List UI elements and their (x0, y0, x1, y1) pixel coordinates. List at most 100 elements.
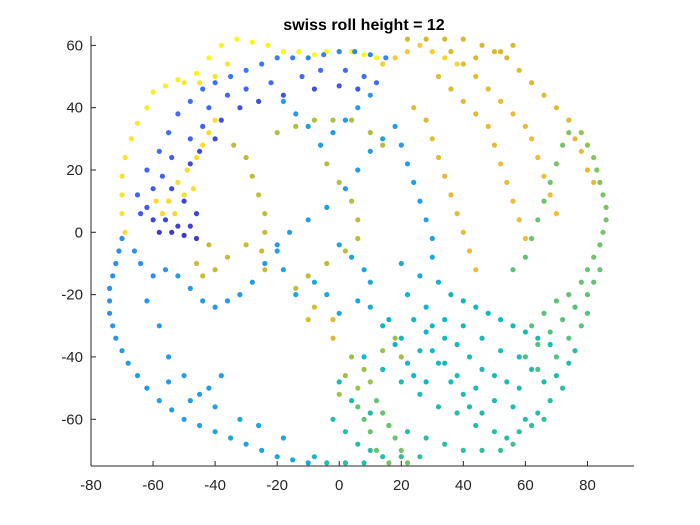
scatter-point (510, 441, 516, 447)
scatter-point (119, 192, 125, 198)
scatter-point (361, 460, 367, 466)
scatter-point (442, 173, 448, 179)
scatter-point (392, 55, 398, 61)
scatter-point (498, 317, 504, 323)
scatter-point (429, 254, 435, 260)
scatter-point (187, 98, 193, 104)
scatter-point (522, 123, 529, 129)
scatter-point (498, 161, 504, 167)
scatter-point (380, 142, 386, 148)
scatter-point (361, 366, 367, 372)
scatter-point (280, 92, 286, 98)
scatter-point (311, 52, 317, 58)
scatter-point (336, 310, 342, 316)
scatter-point (259, 248, 265, 254)
scatter-point (224, 254, 231, 260)
scatter-point (510, 111, 516, 117)
scatter-point (460, 61, 466, 67)
scatter-point (175, 223, 181, 229)
scatter-point (504, 55, 510, 61)
scatter-point (541, 92, 547, 98)
scatter-point (243, 86, 249, 92)
scatter-point (342, 373, 348, 379)
scatter-point (349, 198, 355, 204)
scatter-point (336, 49, 342, 55)
scatter-point (311, 304, 317, 310)
scatter-point (156, 148, 162, 154)
scatter-point (392, 123, 398, 129)
scatter-point (591, 179, 597, 185)
scatter-point (175, 111, 181, 117)
scatter-point (206, 130, 212, 136)
scatter-point (228, 73, 234, 80)
scatter-point (107, 285, 113, 291)
scatter-point (411, 317, 417, 323)
scatter-point (342, 117, 348, 123)
scatter-point (256, 98, 262, 104)
scatter-point (193, 235, 200, 242)
scatter-point (321, 52, 327, 58)
scatter-point (529, 235, 535, 242)
scatter-point (560, 317, 566, 323)
scatter-point (566, 130, 572, 136)
scatter-point (355, 105, 361, 111)
scatter-point (466, 248, 473, 254)
scatter-point (349, 354, 355, 360)
scatter-point (324, 204, 330, 210)
scatter-point (423, 117, 429, 123)
scatter-point (529, 136, 535, 142)
scatter-point (485, 86, 491, 92)
scatter-point (404, 36, 411, 42)
scatter-point (584, 142, 591, 148)
scatter-point (187, 136, 193, 142)
scatter-point (398, 447, 404, 453)
scatter-point (404, 360, 411, 366)
scatter-point (166, 198, 172, 204)
scatter-point (498, 447, 504, 453)
scatter-point (584, 310, 591, 316)
scatter-point (417, 198, 423, 204)
scatter-point (212, 404, 218, 410)
scatter-point (429, 49, 435, 55)
scatter-point (535, 341, 541, 348)
scatter-point (367, 429, 373, 435)
scatter-point (435, 73, 442, 80)
scatter-point (597, 179, 603, 185)
scatter-point (181, 192, 187, 198)
scatter-point (134, 192, 141, 198)
scatter-point (460, 36, 466, 42)
scatter-point (324, 292, 330, 298)
scatter-point (398, 142, 404, 148)
scatter-point (166, 130, 172, 136)
scatter-point (169, 186, 175, 192)
scatter-point (107, 298, 113, 304)
scatter-point (187, 285, 193, 291)
scatter-point (144, 385, 150, 391)
scatter-point (237, 416, 243, 422)
scatter-point (150, 186, 156, 192)
scatter-point (373, 447, 380, 453)
scatter-point (584, 267, 591, 273)
scatter-point (597, 267, 603, 273)
scatter-point (423, 36, 429, 42)
scatter-point (516, 67, 522, 73)
scatter-point (349, 398, 355, 404)
scatter-point (125, 360, 131, 366)
scatter-point (560, 142, 566, 148)
scatter-point (473, 267, 479, 273)
scatter-point (448, 379, 454, 385)
scatter-point (200, 86, 206, 92)
scatter-point (553, 161, 560, 167)
scatter-point (553, 298, 560, 304)
scatter-point (522, 254, 529, 260)
scatter-point (429, 136, 435, 142)
scatter-point (597, 242, 603, 248)
scatter-point (293, 292, 299, 298)
scatter-point (454, 341, 460, 348)
scatter-point (510, 42, 516, 48)
scatter-point (218, 42, 224, 48)
scatter-point (296, 49, 302, 55)
scatter-point (510, 323, 516, 329)
scatter-point (305, 317, 311, 323)
scatter-point (187, 223, 193, 229)
